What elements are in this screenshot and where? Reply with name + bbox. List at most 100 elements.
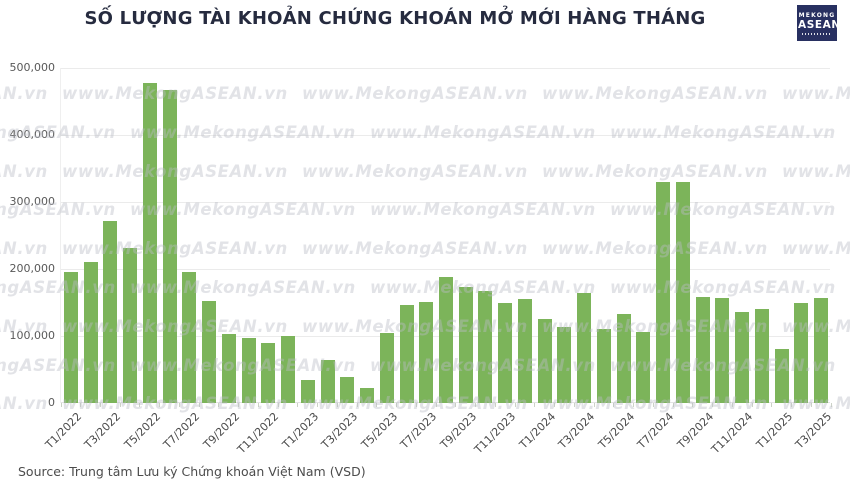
bar <box>498 303 513 403</box>
bar <box>458 287 473 403</box>
bar <box>675 181 690 403</box>
bar <box>616 313 631 403</box>
x-axis-tick <box>119 403 121 407</box>
x-axis-label: T1/2023 <box>279 410 321 452</box>
bar <box>794 302 809 403</box>
bar <box>754 308 769 403</box>
watermark-text: www.MekongASEAN.vn <box>0 161 48 181</box>
x-axis-tick <box>60 403 62 407</box>
bar <box>735 311 750 403</box>
gridline-400000 <box>61 134 830 136</box>
bar <box>656 181 671 403</box>
bar <box>63 271 78 403</box>
x-axis-label: T5/2023 <box>358 410 400 452</box>
y-axis-label: 400,000 <box>9 128 56 141</box>
bar <box>814 297 829 403</box>
x-axis-tick <box>415 403 417 407</box>
x-axis-tick <box>633 403 635 407</box>
bar <box>281 336 296 403</box>
bar <box>478 291 493 403</box>
x-axis-tick <box>297 403 299 407</box>
x-axis-label: T3/2025 <box>793 410 835 452</box>
x-axis-tick <box>139 403 141 407</box>
x-axis-tick <box>712 403 714 407</box>
bar <box>379 332 394 403</box>
x-axis-tick <box>613 403 615 407</box>
x-axis-tick <box>396 403 398 407</box>
bar <box>557 327 572 403</box>
x-axis-tick <box>731 403 733 407</box>
bar <box>419 301 434 403</box>
x-axis-tick <box>198 403 200 407</box>
x-axis-tick <box>672 403 674 407</box>
bar <box>596 329 611 403</box>
x-axis-label: T1/2024 <box>516 410 558 452</box>
chart-title: SỐ LƯỢNG TÀI KHOẢN CHỨNG KHOÁN MỞ MỚI HÀ… <box>84 8 706 29</box>
x-axis-label: T1/2022 <box>42 410 85 452</box>
x-axis-tick <box>80 403 82 407</box>
bar <box>636 331 651 403</box>
bar <box>360 387 375 403</box>
x-axis-tick <box>534 403 536 407</box>
x-axis-tick <box>593 403 595 407</box>
x-axis-tick <box>99 403 101 407</box>
x-axis-tick <box>159 403 161 407</box>
bar <box>774 348 789 403</box>
bar <box>142 83 157 403</box>
x-axis-label: T5/2024 <box>595 410 637 452</box>
x-axis-label: T3/2022 <box>82 410 124 452</box>
bar <box>537 319 552 403</box>
gridline-500000 <box>61 67 830 69</box>
x-axis-tick <box>277 403 279 407</box>
x-axis-tick <box>336 403 338 407</box>
x-axis-tick <box>376 403 378 407</box>
bar <box>123 248 138 403</box>
watermark-text: www.MekongASEAN.vn <box>0 84 48 103</box>
x-axis-label: T5/2022 <box>121 410 164 452</box>
bar <box>221 334 236 403</box>
bar <box>261 343 276 403</box>
bar <box>695 297 710 403</box>
x-axis-label: T7/2023 <box>398 410 440 452</box>
x-axis-label: T1/2025 <box>753 410 795 452</box>
x-axis-tick <box>692 403 694 407</box>
x-axis-label: T3/2024 <box>556 410 598 452</box>
x-axis-tick <box>830 403 832 407</box>
source-note: Source: Trung tâm Lưu ký Chứng khoán Việ… <box>18 464 366 479</box>
x-axis-tick <box>751 403 753 407</box>
x-axis-tick <box>475 403 477 407</box>
y-axis-label: 500,000 <box>9 61 56 74</box>
x-axis-tick <box>810 403 812 407</box>
x-axis-label: T7/2022 <box>161 410 203 452</box>
y-axis-label: 100,000 <box>9 329 56 342</box>
bar <box>439 277 453 403</box>
x-axis-tick <box>317 403 319 407</box>
x-axis-tick <box>435 403 437 407</box>
x-axis-label: T11/2023 <box>472 410 519 457</box>
x-axis-tick <box>494 403 496 407</box>
x-axis-tick <box>514 403 516 407</box>
x-axis-tick <box>791 403 792 407</box>
x-axis-label: T11/2022 <box>235 410 282 457</box>
x-axis-tick <box>356 403 358 407</box>
x-axis-tick <box>257 403 259 407</box>
gridline-300000 <box>61 201 830 203</box>
bar <box>182 271 197 403</box>
x-axis-tick <box>218 403 220 407</box>
x-axis-tick <box>238 403 240 407</box>
bar <box>320 360 335 403</box>
bar <box>577 293 592 403</box>
bar <box>300 379 315 403</box>
bar <box>340 376 355 403</box>
x-axis-label: T3/2023 <box>319 410 361 452</box>
y-axis-label: 300,000 <box>9 195 56 208</box>
x-axis-tick <box>178 403 180 407</box>
bar <box>202 301 217 403</box>
x-axis-tick <box>652 403 654 407</box>
logo-tagline-line <box>802 32 832 35</box>
watermark-text: www.MekongASEAN.vn <box>0 239 48 259</box>
bar <box>517 299 532 403</box>
bar <box>241 338 256 403</box>
bar <box>162 90 177 403</box>
